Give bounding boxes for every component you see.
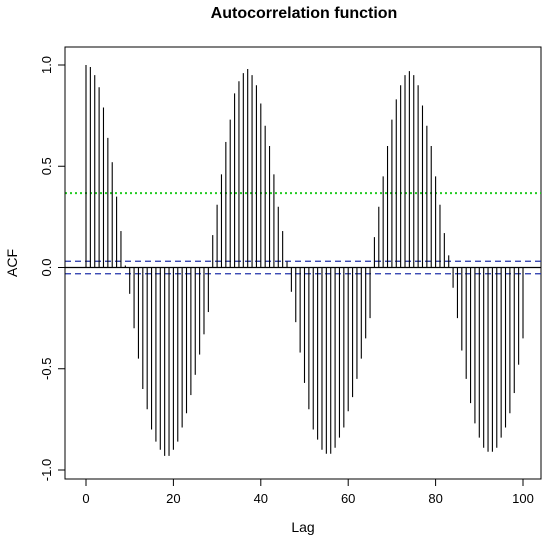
y-tick-label: 0.5	[39, 157, 54, 175]
y-tick-label: 0.0	[39, 258, 54, 276]
acf-spikes	[85, 65, 524, 456]
y-tick-label: 1.0	[39, 56, 54, 74]
x-axis-label: Lag	[291, 519, 314, 535]
y-axis-label: ACF	[4, 249, 20, 277]
y-axis: -1.0 -0.5 0.0 0.5 1.0	[39, 56, 66, 481]
x-axis: 0 20 40 60 80 100	[82, 478, 534, 506]
x-tick-label: 60	[341, 491, 355, 506]
x-tick-label: 0	[82, 491, 89, 506]
x-tick-label: 40	[254, 491, 268, 506]
y-tick-label: -0.5	[39, 358, 54, 380]
reference-lines	[65, 192, 541, 275]
x-tick-label: 80	[428, 491, 442, 506]
y-tick-label: -1.0	[39, 459, 54, 481]
x-tick-label: 20	[166, 491, 180, 506]
plot-frame	[64, 46, 542, 480]
chart-title: Autocorrelation function	[211, 5, 398, 22]
x-tick-label: 100	[512, 491, 534, 506]
